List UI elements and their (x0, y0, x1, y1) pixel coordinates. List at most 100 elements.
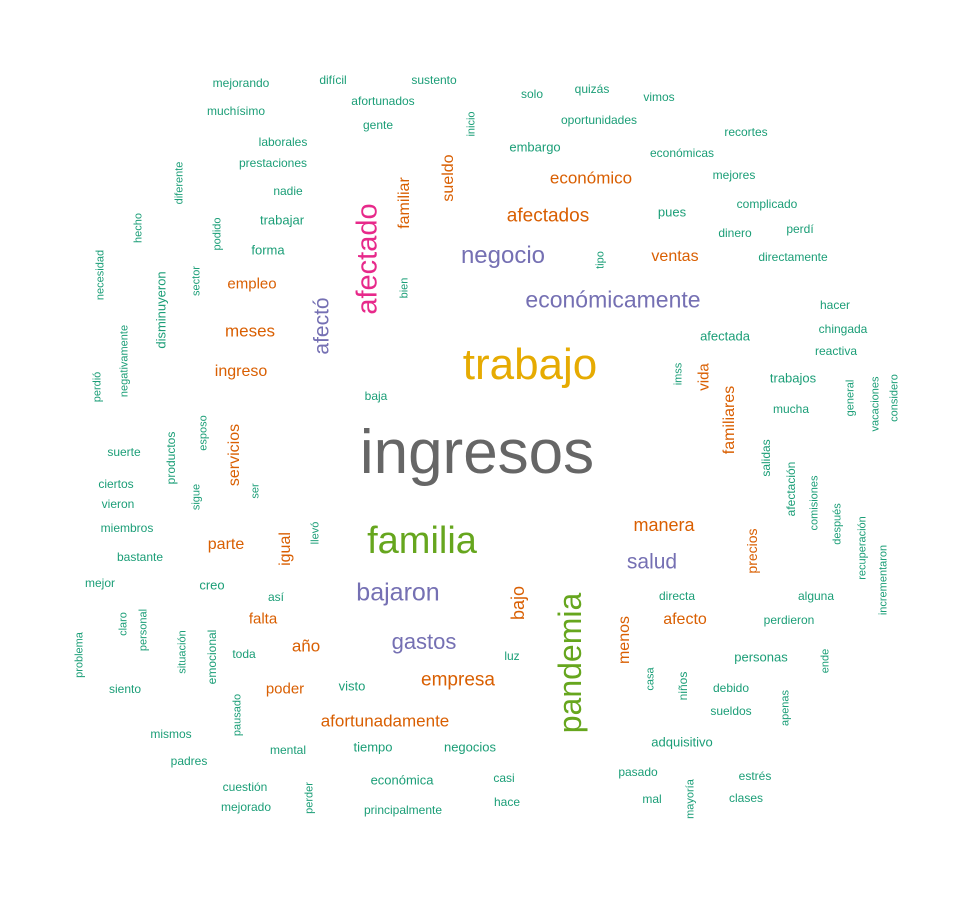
word-dificil: difícil (319, 73, 347, 87)
word-toda: toda (232, 647, 256, 661)
word-vimos: vimos (643, 90, 675, 104)
word-visto: visto (338, 678, 366, 694)
word-necesidad: necesidad (94, 249, 107, 301)
word-perdio: perdió (91, 371, 104, 403)
word-creo: creo (199, 577, 225, 593)
word-alguna: alguna (797, 589, 835, 603)
word-hecho: hecho (132, 213, 145, 243)
word-mismos: mismos (150, 727, 192, 741)
word-afectados: afectados (506, 205, 590, 227)
word-apenas: apenas (779, 689, 792, 727)
word-gastos: gastos (391, 629, 457, 654)
word-ciertos: ciertos (98, 477, 134, 491)
word-nadie: nadie (273, 184, 303, 198)
word-familiares: familiares (721, 385, 738, 455)
word-mayoria: mayoría (684, 779, 697, 819)
word-afecto: afecto (663, 611, 707, 628)
word-servicios: servicios (226, 423, 243, 487)
word-sueldo: sueldo (440, 154, 457, 202)
word-manera: manera (633, 515, 695, 535)
word-sustento: sustento (411, 73, 457, 87)
word-miembros: miembros (100, 521, 154, 535)
word-gente: gente (362, 118, 394, 132)
word-bajo: bajo (508, 585, 528, 621)
word-economico: económico (549, 168, 633, 188)
word-mental: mental (269, 743, 307, 757)
word-trabajo: trabajo (462, 340, 598, 389)
word-mucha: mucha (772, 402, 810, 416)
word-reactiva: reactiva (814, 344, 858, 358)
word-embargo: embargo (509, 139, 561, 155)
word-laborales: laborales (258, 135, 308, 149)
word-afectacion: afectación (784, 461, 798, 517)
word-padres: padres (170, 754, 208, 768)
word-emocional: emocional (205, 629, 219, 685)
word-perdieron: perdieron (763, 613, 815, 627)
word-tiempo: tiempo (353, 739, 393, 755)
word-podido: podido (211, 217, 224, 251)
word-bajaron: bajaron (356, 578, 440, 607)
word-salud: salud (626, 550, 678, 574)
word-precios: precios (744, 528, 760, 574)
word-imss: imss (672, 362, 685, 386)
word-negocios: negocios (443, 739, 497, 755)
word-menos: menos (616, 615, 633, 665)
word-ventas: ventas (651, 248, 699, 265)
word-tipo: tipo (594, 251, 607, 269)
word-economicas: económicas (649, 146, 715, 160)
word-ende: ende (819, 648, 832, 674)
word-salidas: salidas (759, 439, 773, 477)
word-meses: meses (224, 321, 276, 341)
word-cuestion: cuestión (222, 780, 268, 794)
word-ser: ser (249, 483, 262, 499)
word-disminuyeron: disminuyeron (153, 271, 169, 349)
word-familia: familia (367, 520, 477, 562)
word-esposo: esposo (197, 415, 210, 451)
word-chingada: chingada (818, 322, 868, 336)
word-incrementaron: incrementaron (877, 544, 890, 616)
word-luz: luz (504, 649, 520, 663)
word-ano: año (291, 636, 321, 656)
word-hacer: hacer (819, 298, 851, 312)
word-casi: casi (493, 771, 515, 785)
word-siento: siento (108, 682, 142, 696)
word-pandemia: pandemia (552, 592, 588, 734)
word-sector: sector (190, 266, 203, 296)
word-poder: poder (265, 680, 305, 698)
word-estres: estrés (738, 769, 772, 783)
word-asi: así (267, 590, 285, 604)
word-complicado: complicado (736, 197, 798, 211)
word-pasado: pasado (618, 765, 658, 779)
word-solo: solo (520, 87, 544, 101)
word-falta: falta (248, 610, 278, 628)
word-casa: casa (644, 667, 657, 691)
word-parte: parte (207, 536, 245, 553)
word-prestaciones: prestaciones (238, 156, 308, 170)
word-vacaciones: vacaciones (869, 376, 882, 432)
word-general: general (844, 379, 857, 417)
word-bastante: bastante (116, 550, 164, 564)
word-mejor: mejor (84, 576, 116, 590)
word-familiar: familiar (396, 177, 413, 229)
word-afecto: afectó (310, 297, 334, 355)
word-empresa: empresa (421, 669, 495, 691)
word-afectada: afectada (700, 328, 750, 344)
word-mejores: mejores (712, 168, 756, 182)
word-empleo: empleo (227, 275, 277, 293)
word-personas: personas (734, 649, 788, 665)
word-perder: perder (303, 782, 316, 814)
word-igual: igual (277, 532, 294, 566)
word-afortunadamente: afortunadamente (320, 711, 450, 731)
word-pausado: pausado (231, 693, 244, 737)
word-personal: personal (137, 608, 150, 652)
word-sigue: sigue (190, 483, 203, 511)
word-muchisimo: muchísimo (206, 104, 266, 118)
word-ninos: niños (676, 671, 690, 701)
word-dinero: dinero (718, 226, 752, 240)
word-directa: directa (658, 589, 696, 603)
word-llevo: llevó (309, 521, 322, 545)
word-situacion: situación (176, 630, 189, 674)
word-comisiones: comisiones (808, 475, 821, 531)
word-afectado: afectado (351, 203, 384, 315)
